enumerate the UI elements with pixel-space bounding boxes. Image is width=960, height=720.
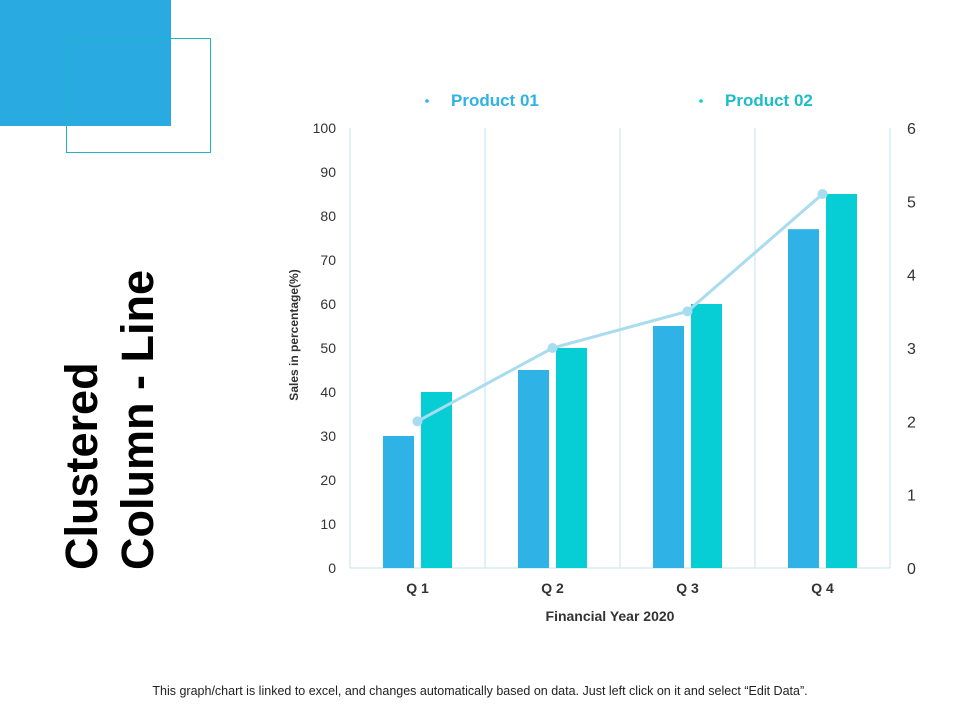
- y2-tick-label: 2: [907, 414, 916, 431]
- line-point: [817, 189, 828, 199]
- legend-label-product-02: Product 02: [725, 91, 813, 110]
- decorative-blue-block: [0, 0, 171, 126]
- x-tick-label: Q 3: [676, 580, 699, 596]
- bar-product-01: [788, 229, 819, 568]
- y-tick-label: 100: [313, 120, 337, 136]
- bar-product-01: [653, 326, 684, 568]
- y-tick-label: 80: [320, 208, 336, 224]
- y-axis-title: Sales in percentage(%): [287, 269, 301, 400]
- legend-marker: [699, 99, 703, 103]
- line-point: [412, 416, 423, 427]
- y-tick-label: 50: [320, 340, 336, 356]
- y-tick-label: 10: [320, 516, 336, 532]
- x-tick-label: Q 1: [406, 580, 429, 596]
- bar-product-02: [691, 304, 722, 568]
- y2-tick-label: 3: [907, 341, 916, 358]
- decorative-outline-box: [66, 38, 211, 153]
- y-tick-label: 60: [320, 296, 336, 312]
- legend-marker: [425, 99, 429, 103]
- y2-tick-label: 0: [907, 561, 916, 578]
- y-tick-label: 30: [320, 428, 336, 444]
- y-tick-label: 0: [328, 560, 336, 576]
- bar-product-02: [556, 348, 587, 568]
- x-tick-label: Q 2: [541, 580, 564, 596]
- line-point: [547, 343, 558, 353]
- y-tick-label: 70: [320, 252, 336, 268]
- line-series: [416, 192, 824, 423]
- y2-tick-label: 5: [907, 194, 916, 211]
- x-tick-label: Q 4: [811, 580, 834, 596]
- x-axis-title: Financial Year 2020: [546, 608, 675, 624]
- y2-tick-label: 4: [907, 268, 916, 285]
- line-point: [682, 306, 693, 317]
- footer-note: This graph/chart is linked to excel, and…: [152, 684, 808, 698]
- bar-product-01: [383, 436, 414, 568]
- y-tick-label: 20: [320, 472, 336, 488]
- bar-product-02: [421, 392, 452, 568]
- bar-product-01: [518, 370, 549, 568]
- y2-tick-label: 6: [907, 121, 916, 138]
- y-tick-label: 40: [320, 384, 336, 400]
- y-tick-label: 90: [320, 164, 336, 180]
- y2-tick-label: 1: [907, 488, 916, 505]
- legend-label-product-01: Product 01: [451, 91, 539, 110]
- bar-product-02: [826, 194, 857, 568]
